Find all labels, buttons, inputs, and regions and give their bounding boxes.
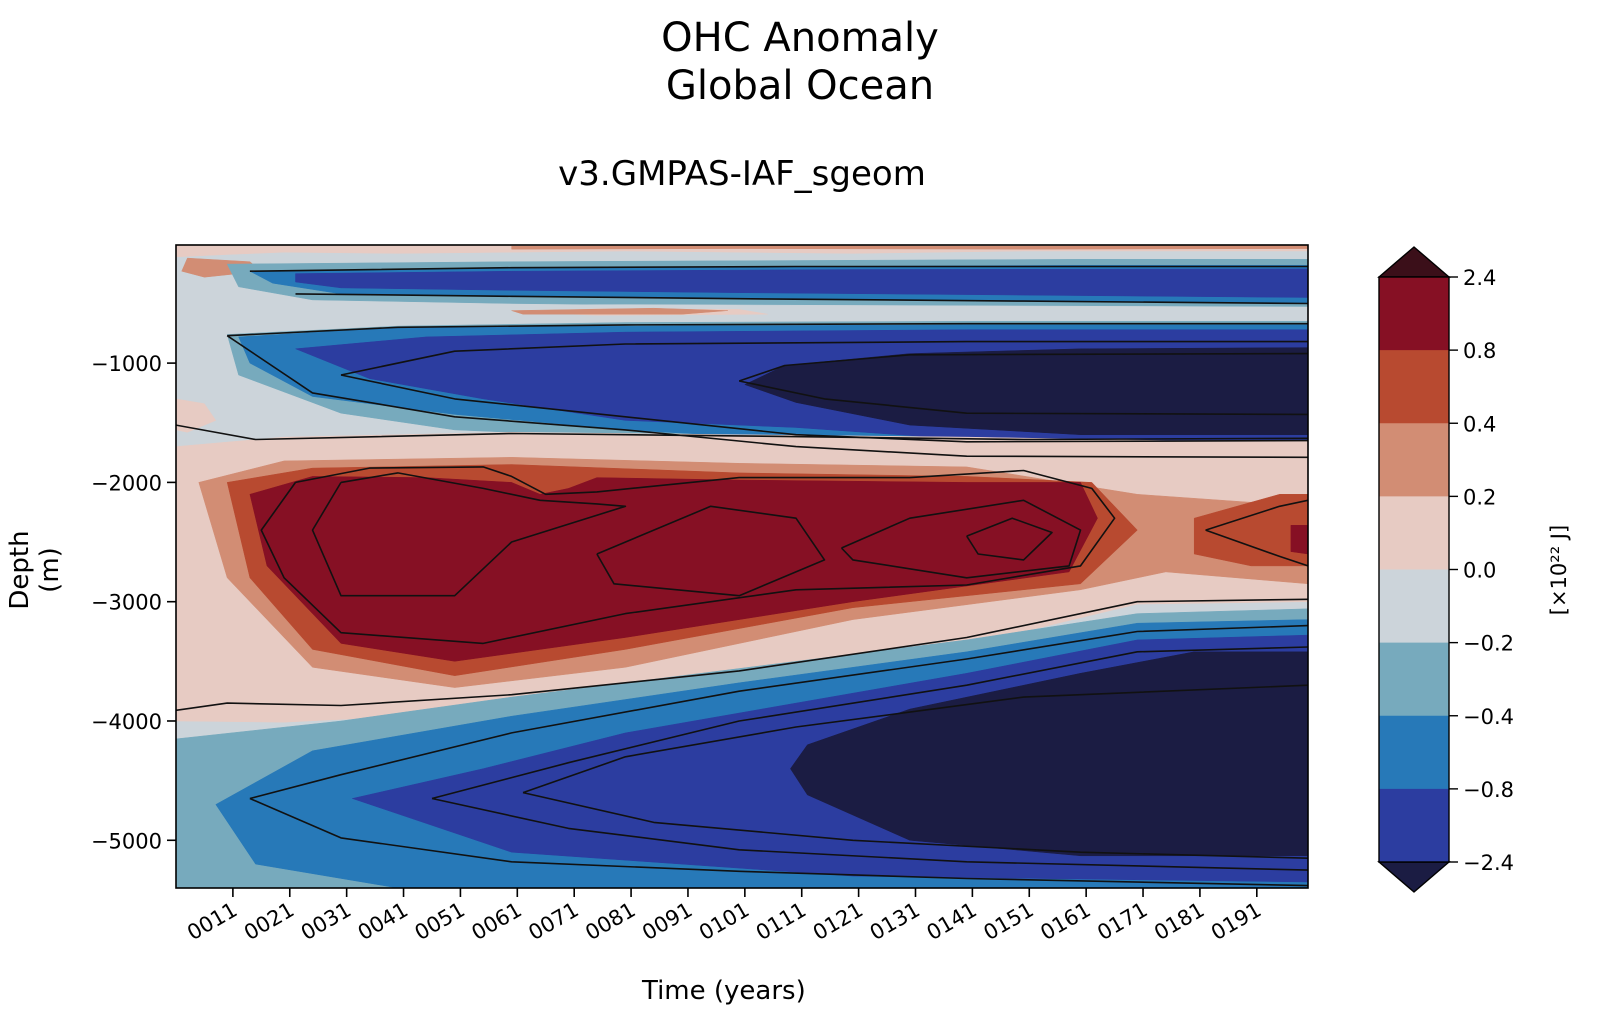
- abyssal-extreme-cold: [790, 651, 1308, 857]
- x-axis-label: Time (years): [642, 976, 806, 1006]
- contour-plot-area: [176, 245, 1308, 888]
- contour-int-2: [340, 340, 1308, 376]
- plot-frame: [175, 244, 1309, 889]
- colorbar-tick-label: 2.4: [1463, 266, 1496, 290]
- x-tick-label: 0111: [752, 898, 810, 946]
- neutral-streak-600m: [312, 304, 1308, 321]
- y-axis-label: Depth (m): [5, 530, 65, 610]
- y-tick-label: −3000: [91, 591, 162, 615]
- chart-subtitle: v3.GMPAS-IAF_sgeom: [558, 154, 926, 194]
- deep-max-warm-band: [249, 476, 1098, 662]
- colorbar-segment: [1379, 350, 1449, 424]
- x-tick-label: 0021: [240, 898, 298, 946]
- y-axis: −1000 −2000 −3000 −4000 −5000: [91, 352, 176, 853]
- x-tick-label: 0141: [923, 898, 981, 946]
- chart-title-line-2: Global Ocean: [665, 63, 935, 109]
- contour-warm-right-a: [1205, 499, 1308, 531]
- colorbar-tick-label: −0.8: [1463, 778, 1514, 802]
- contour-warm-inner-d: [966, 517, 1053, 561]
- x-tick-label: 0051: [411, 898, 469, 946]
- colorbar-segment: [1379, 715, 1449, 790]
- contour-int-3: [340, 374, 1308, 443]
- contour-warm-0.8: [260, 466, 1116, 645]
- contour-int-5: [738, 352, 1308, 382]
- contour-warm-inner-c: [840, 499, 1082, 579]
- colorbar-segment: [1379, 496, 1449, 570]
- x-tick-label: 0101: [695, 898, 753, 946]
- colorbar-tick-label: 0.8: [1463, 339, 1496, 363]
- contour-zero-shallow: [176, 424, 1308, 441]
- colorbar-tick-label: −2.4: [1463, 851, 1514, 875]
- x-tick-label: 0011: [183, 898, 241, 946]
- surface-warm-streak: [511, 245, 1308, 250]
- contour-cold-4: [431, 797, 1308, 871]
- colorbar: 2.4 0.8 0.4 0.2 0.0 −0.2 −0.4 −0.8 −2.4 [×10²² J]: [1377, 246, 1571, 893]
- colorbar-tick-label: −0.2: [1463, 632, 1514, 656]
- deep-max-warm-patch-right: [1290, 525, 1308, 555]
- x-tick-label: 0031: [297, 898, 355, 946]
- contour-warm-right-b: [1205, 529, 1308, 567]
- contour-warm-inner-a: [311, 472, 627, 597]
- colorbar-segment: [1379, 277, 1449, 351]
- x-axis: 0011002100310041005100610071008100910101…: [183, 888, 1265, 945]
- contour-int-1: [227, 322, 1308, 337]
- x-tick-label: 0171: [1093, 898, 1151, 946]
- x-tick-label: 0041: [354, 898, 412, 946]
- x-tick-label: 0081: [581, 898, 639, 946]
- left-warm-patch: [176, 398, 217, 433]
- x-tick-label: 0191: [1207, 898, 1265, 946]
- colorbar-extend-min: [1377, 861, 1451, 893]
- contour-cold-3: [249, 797, 1308, 887]
- contour-int-6: [739, 380, 1308, 416]
- contour-warm-inner-b: [596, 505, 826, 597]
- x-tick-label: 0151: [979, 898, 1037, 946]
- colorbar-tick-label: 0.2: [1463, 485, 1496, 509]
- contour-zero-deep: [176, 598, 1308, 712]
- colorbar-tick-label: 0.0: [1463, 559, 1496, 583]
- y-tick-label: −5000: [91, 829, 162, 853]
- colorbar-segment: [1379, 569, 1449, 644]
- x-tick-label: 0061: [468, 898, 526, 946]
- colorbar-tick-label: 0.4: [1463, 412, 1496, 436]
- contour-cold-5: [522, 684, 1308, 794]
- colorbar-segment: [1379, 788, 1449, 863]
- y-tick-label: −4000: [91, 710, 162, 734]
- contour-cold-2: [431, 646, 1308, 800]
- x-tick-label: 0181: [1150, 898, 1208, 946]
- contour-cold-6: [522, 791, 1308, 859]
- contour-shallow-1: [249, 265, 1308, 272]
- deep-warmer-patch-right: [1193, 494, 1308, 567]
- shallow-colder-band: [295, 268, 1308, 298]
- y-tick-label: −1000: [91, 352, 162, 376]
- contour-cold-1: [249, 624, 1308, 800]
- x-tick-label: 0131: [866, 898, 924, 946]
- contour-shallow-2: [295, 293, 1308, 305]
- colorbar-extend-max: [1377, 246, 1451, 278]
- colorbar-label: [×10²² J]: [1547, 525, 1571, 615]
- x-tick-label: 0121: [809, 898, 867, 946]
- y-tick-label: −2000: [91, 471, 162, 495]
- colorbar-segment: [1379, 423, 1449, 497]
- x-tick-label: 0091: [638, 898, 696, 946]
- colorbar-tick-label: −0.4: [1463, 705, 1514, 729]
- x-tick-label: 0071: [524, 898, 582, 946]
- contour-int-4: [226, 335, 1308, 459]
- colorbar-segment: [1379, 642, 1449, 717]
- warm-streak-b: [511, 307, 728, 315]
- chart-title-line-1: OHC Anomaly: [661, 15, 939, 61]
- x-tick-label: 0161: [1036, 898, 1094, 946]
